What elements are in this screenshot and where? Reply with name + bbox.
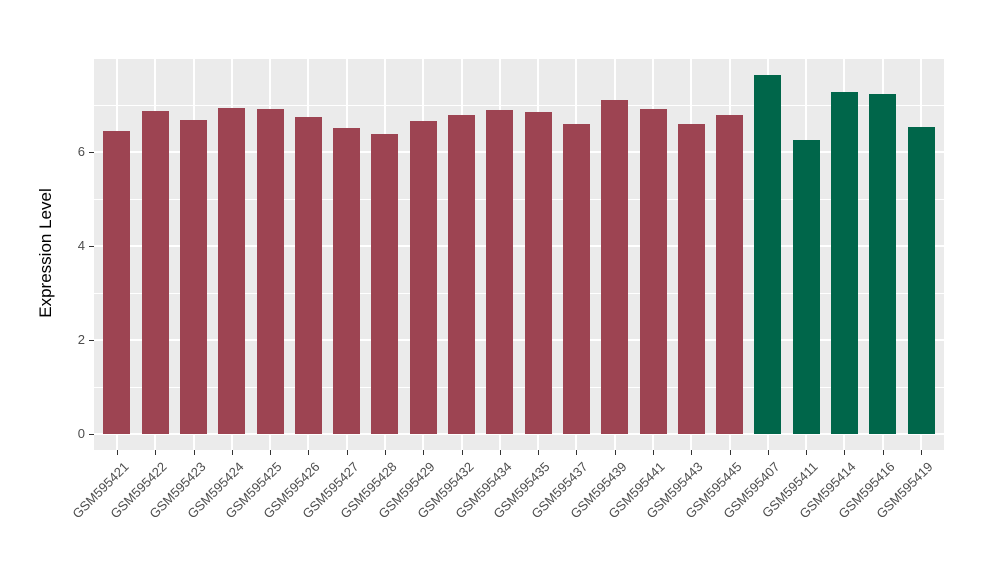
x-tick-mark: [346, 450, 348, 455]
y-tick-label: 6: [77, 143, 85, 159]
x-tick-mark: [116, 450, 118, 455]
gridline-minor: [94, 387, 944, 388]
bar: [792, 139, 820, 434]
bar: [103, 131, 131, 434]
bar: [830, 91, 858, 434]
x-tick-mark: [729, 450, 731, 455]
x-tick-mark: [576, 450, 578, 455]
gridline-minor: [94, 198, 944, 200]
y-tick-label: 2: [77, 331, 85, 347]
x-tick-mark: [882, 450, 884, 455]
gridline-minor: [94, 292, 944, 294]
y-tick-mark: [89, 434, 94, 436]
x-tick-mark: [423, 450, 425, 455]
x-tick-mark: [653, 450, 654, 455]
y-tick-mark: [89, 339, 94, 341]
gridline-major: [94, 244, 944, 247]
y-axis-title: Expression Level: [36, 188, 55, 318]
y-tick-mark: [89, 245, 94, 247]
bar: [180, 119, 208, 434]
gridline-major: [94, 150, 944, 153]
gridline-major: [94, 56, 944, 59]
x-tick-mark: [538, 450, 540, 455]
x-tick-mark: [308, 450, 310, 455]
x-tick-mark: [461, 450, 463, 455]
bar: [409, 120, 437, 434]
bar: [562, 123, 590, 434]
bar: [371, 134, 399, 434]
x-tick-mark: [844, 450, 846, 455]
x-tick-mark: [231, 450, 233, 455]
bar: [448, 115, 476, 434]
gridline-major: [94, 433, 944, 436]
bar: [256, 109, 284, 434]
bar: [869, 94, 897, 434]
bar: [716, 115, 744, 434]
x-tick-mark: [767, 450, 769, 455]
x-tick-mark: [921, 450, 923, 455]
x-tick-mark: [499, 450, 501, 455]
bar: [524, 112, 552, 434]
y-tick-label: 4: [77, 237, 85, 253]
gridline-minor: [94, 104, 944, 106]
bar: [141, 111, 169, 434]
bar: [639, 108, 667, 434]
x-tick-mark: [384, 450, 386, 455]
x-tick-mark: [614, 450, 616, 455]
x-tick-mark: [193, 450, 195, 455]
y-tick-mark: [89, 151, 94, 153]
plot-panel: [94, 56, 944, 450]
x-tick-mark: [270, 450, 272, 455]
bar: [754, 75, 782, 434]
bar: [486, 109, 514, 434]
x-tick-mark: [155, 450, 157, 455]
bar: [333, 128, 361, 434]
bar: [907, 127, 935, 434]
bar: [218, 107, 246, 434]
gridline-major: [94, 338, 944, 341]
bar: [294, 117, 322, 435]
bar: [601, 99, 629, 434]
bar: [677, 123, 705, 434]
x-tick-mark: [806, 450, 808, 455]
y-tick-label: 0: [77, 426, 85, 442]
x-tick-mark: [691, 450, 693, 455]
